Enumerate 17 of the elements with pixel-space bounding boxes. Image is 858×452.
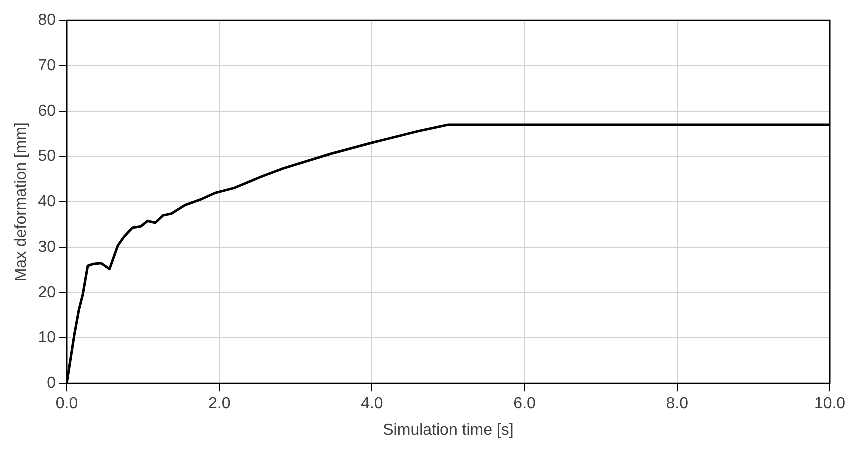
x-axis-title: Simulation time [s] <box>383 422 514 439</box>
y-tick-label: 20 <box>38 284 56 302</box>
x-tick-label: 0.0 <box>56 396 78 413</box>
y-tick-label: 40 <box>38 194 56 211</box>
x-tick-label: 8.0 <box>666 396 689 413</box>
y-tick-label: 70 <box>38 57 56 74</box>
y-tick-label: 50 <box>38 148 56 166</box>
x-tick-label: 2.0 <box>208 396 231 413</box>
y-tick-label: 30 <box>38 238 56 256</box>
x-tick-label: 4.0 <box>361 396 384 413</box>
y-tick-label: 10 <box>38 330 56 347</box>
y-axis-title: Max deformation [mm] <box>13 122 30 282</box>
y-tick-label: 0 <box>47 375 56 392</box>
y-tick-label: 80 <box>38 12 56 30</box>
x-tick-label: 10.0 <box>814 396 846 413</box>
x-tick-label: 6.0 <box>514 396 536 413</box>
y-tick-label: 60 <box>38 102 56 120</box>
